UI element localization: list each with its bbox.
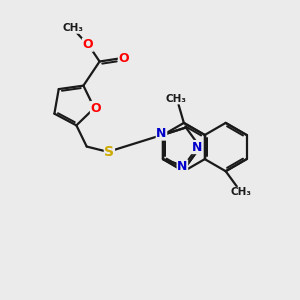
Text: O: O xyxy=(82,38,93,51)
Text: S: S xyxy=(104,145,114,159)
Text: CH₃: CH₃ xyxy=(63,23,84,33)
Text: N: N xyxy=(156,127,167,140)
Text: N: N xyxy=(177,160,188,173)
Text: O: O xyxy=(91,101,101,115)
Text: CH₃: CH₃ xyxy=(165,94,186,104)
Text: N: N xyxy=(191,141,202,154)
Text: O: O xyxy=(118,52,129,65)
Text: CH₃: CH₃ xyxy=(231,188,252,197)
